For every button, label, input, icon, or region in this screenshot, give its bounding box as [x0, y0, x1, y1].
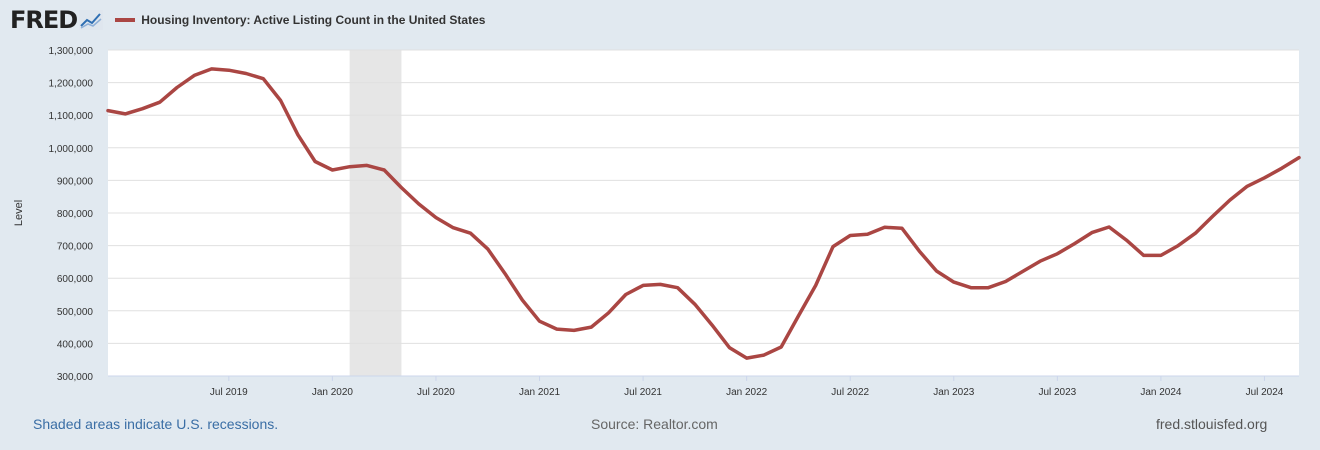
legend-swatch: [115, 18, 136, 22]
x-tick-label: Jan 2024: [1140, 387, 1182, 398]
x-tick-label: Jul 2020: [417, 387, 455, 398]
x-tick-label: Jan 2023: [933, 387, 975, 398]
y-tick-label: 1,000,000: [49, 144, 94, 155]
x-axis: Jul 2019 Jan 2020 Jul 2020 Jan 2021 Jul 2021…: [108, 375, 1299, 398]
x-tick-label: Jul 2022: [831, 387, 869, 398]
chart-header: FRED Housing Inventory: Active Listing C…: [10, 6, 485, 34]
y-tick-label: 1,300,000: [49, 46, 94, 57]
x-tick-label: Jul 2024: [1246, 387, 1284, 398]
x-tick-label: Jan 2021: [519, 387, 561, 398]
x-tick-label: Jul 2019: [210, 387, 248, 398]
x-tick-label: Jan 2020: [312, 387, 354, 398]
y-axis: 300,000 400,000 500,000 600,000 700,000 800,0…: [49, 46, 94, 383]
line-chart[interactable]: 300,000 400,000 500,000 600,000 700,000 800,0…: [0, 0, 1320, 410]
y-tick-label: 1,100,000: [49, 111, 94, 122]
y-tick-label: 300,000: [57, 372, 94, 383]
y-tick-label: 900,000: [57, 176, 94, 187]
source-text: Source: Realtor.com: [591, 416, 718, 432]
line-graph-icon: [79, 10, 104, 30]
fred-logo[interactable]: FRED: [10, 6, 104, 34]
x-tick-label: Jan 2022: [726, 387, 768, 398]
y-tick-label: 800,000: [57, 209, 94, 220]
site-link[interactable]: fred.stlouisfed.org: [1156, 416, 1268, 432]
legend-label: Housing Inventory: Active Listing Count …: [141, 13, 486, 27]
recession-note: Shaded areas indicate U.S. recessions.: [33, 416, 279, 432]
y-tick-label: 1,200,000: [49, 79, 94, 90]
y-tick-label: 700,000: [57, 242, 94, 253]
fred-logo-text: FRED: [10, 6, 78, 34]
y-axis-label: Level: [13, 200, 25, 226]
y-tick-label: 400,000: [57, 339, 94, 350]
y-tick-label: 600,000: [57, 274, 94, 285]
chart-legend: Housing Inventory: Active Listing Count …: [115, 13, 485, 27]
series-line[interactable]: [106, 67, 1301, 360]
y-tick-label: 500,000: [57, 307, 94, 318]
x-tick-label: Jul 2023: [1038, 387, 1076, 398]
x-tick-label: Jul 2021: [624, 387, 662, 398]
